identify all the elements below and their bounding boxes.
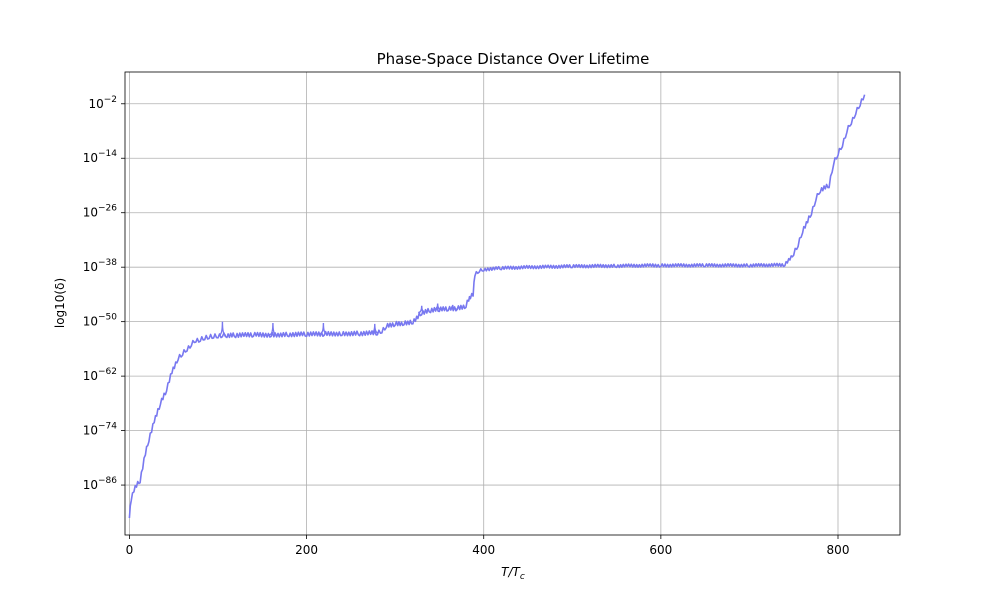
x-axis-label-subscript: c bbox=[520, 572, 525, 582]
series-spike bbox=[269, 323, 277, 336]
y-axis-label: log10(δ) bbox=[53, 278, 67, 328]
y-axis: 10−86 10−74 10−62 10−50 10−38 10−26 10−14 10−2 bbox=[83, 95, 125, 492]
y-tick-label: 10−50 bbox=[83, 313, 118, 329]
x-tick-label: 200 bbox=[295, 543, 318, 557]
y-tick-label: 10−2 bbox=[88, 95, 117, 111]
x-tick-label: 600 bbox=[649, 543, 672, 557]
x-axis-label-main: T/T bbox=[501, 565, 521, 579]
x-tick-label: 0 bbox=[126, 543, 134, 557]
series-line bbox=[128, 94, 866, 519]
series-spike bbox=[418, 305, 426, 314]
series-spike bbox=[434, 303, 442, 311]
chart-title: Phase-Space Distance Over Lifetime bbox=[377, 50, 650, 68]
series-spike bbox=[449, 304, 457, 310]
x-axis-label: T/Tc bbox=[501, 565, 525, 582]
y-tick-label: 10−14 bbox=[83, 149, 118, 165]
plot-frame bbox=[124, 71, 901, 536]
y-tick-label: 10−38 bbox=[83, 258, 118, 274]
y-tick-label: 10−74 bbox=[83, 422, 118, 438]
x-axis: 0 200 400 600 800 bbox=[126, 535, 850, 557]
grid bbox=[125, 72, 900, 535]
series-spike bbox=[319, 323, 328, 335]
y-tick-label: 10−86 bbox=[83, 476, 118, 492]
series-spike bbox=[218, 321, 227, 336]
x-tick-label: 400 bbox=[472, 543, 495, 557]
y-tick-label: 10−26 bbox=[83, 204, 118, 220]
y-tick-label: 10−62 bbox=[83, 367, 117, 383]
x-tick-label: 800 bbox=[827, 543, 850, 557]
